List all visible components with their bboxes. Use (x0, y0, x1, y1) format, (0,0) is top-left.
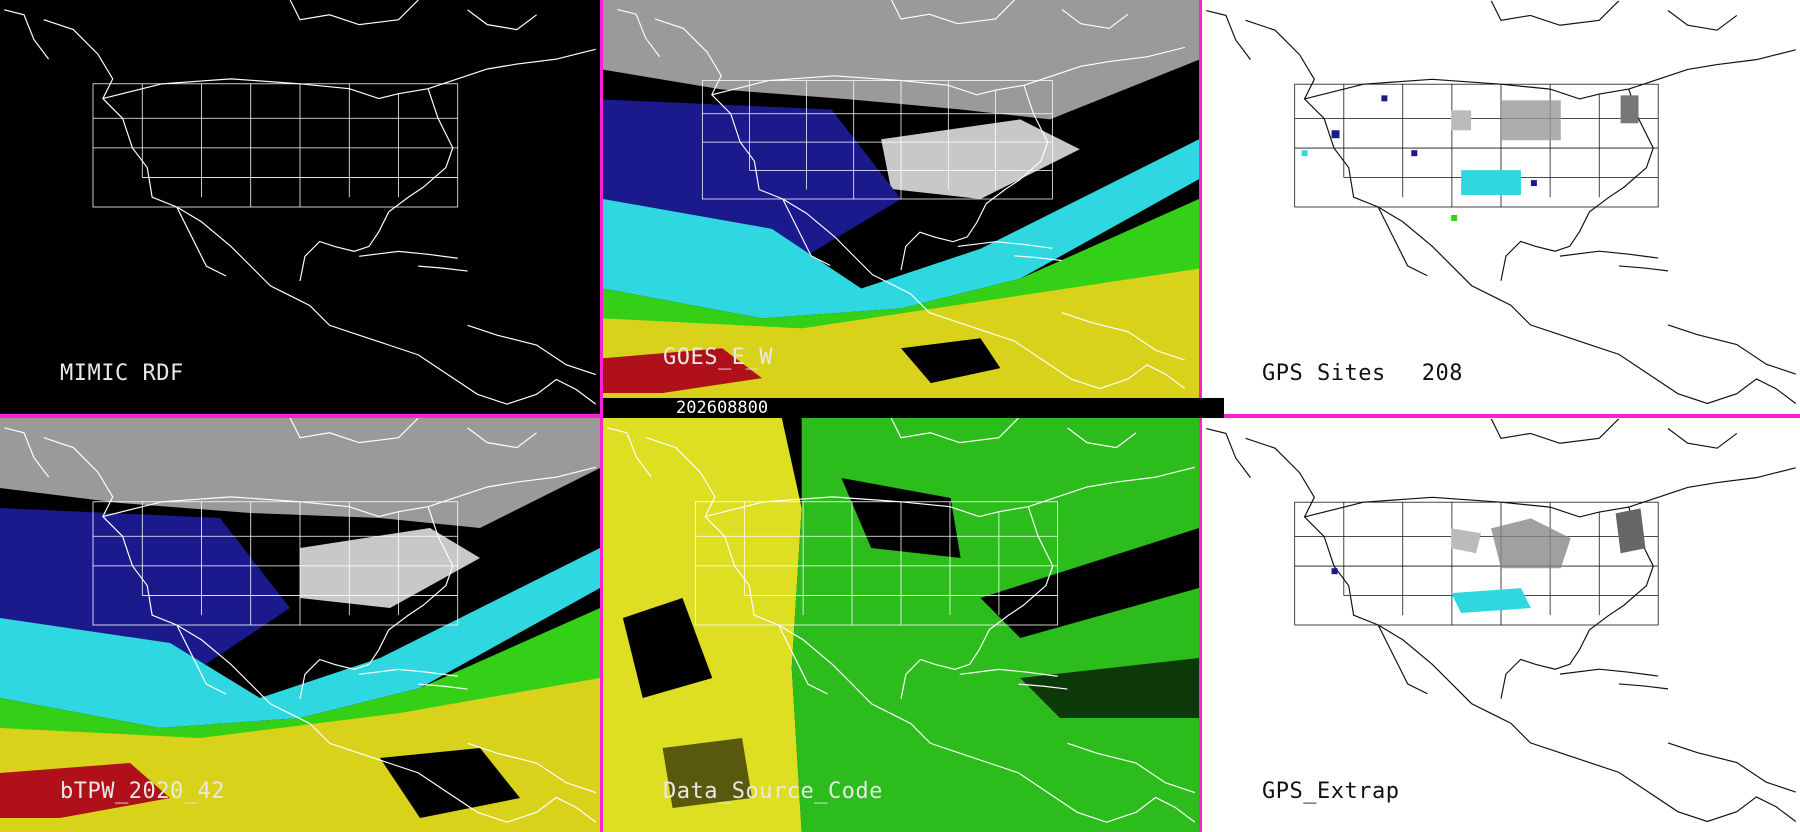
map-data-source (603, 418, 1199, 832)
panel-label: GPS_Extrap (1262, 779, 1400, 804)
panel-label: Data_Source_Code (663, 779, 883, 804)
panel-gps-sites: GPS Sites 208 (1202, 0, 1800, 414)
divider-horizontal-left (0, 414, 603, 418)
panel-data-source: Data_Source_Code (603, 418, 1199, 832)
panel-mimic-rdf: MIMIC RDF (0, 0, 600, 414)
panel-label: MIMIC RDF (60, 361, 184, 386)
divider-horizontal-right (1199, 414, 1800, 418)
gps-site-count: 208 (1421, 361, 1463, 386)
panel-label: GOES_E_W (663, 345, 773, 370)
map-gps-sites (1202, 0, 1800, 414)
gps-extrap-fields (1331, 508, 1646, 614)
map-gps-extrap (1202, 418, 1800, 832)
timestamp-bar: 202608800 (666, 398, 1224, 418)
panel-gps-extrap: GPS_Extrap (1202, 418, 1800, 832)
map-mimic-rdf (0, 0, 600, 414)
map-btpw (0, 418, 600, 832)
gps-site-markers (1301, 95, 1639, 221)
panel-goes-ew: GOES_E_W (603, 0, 1199, 398)
panel-btpw: bTPW_2020_42 (0, 418, 600, 832)
panel-label-text: GPS Sites (1262, 361, 1386, 386)
panel-label: bTPW_2020_42 (60, 779, 225, 804)
map-goes-ew (603, 0, 1199, 398)
panel-label: GPS Sites 208 (1262, 361, 1463, 386)
